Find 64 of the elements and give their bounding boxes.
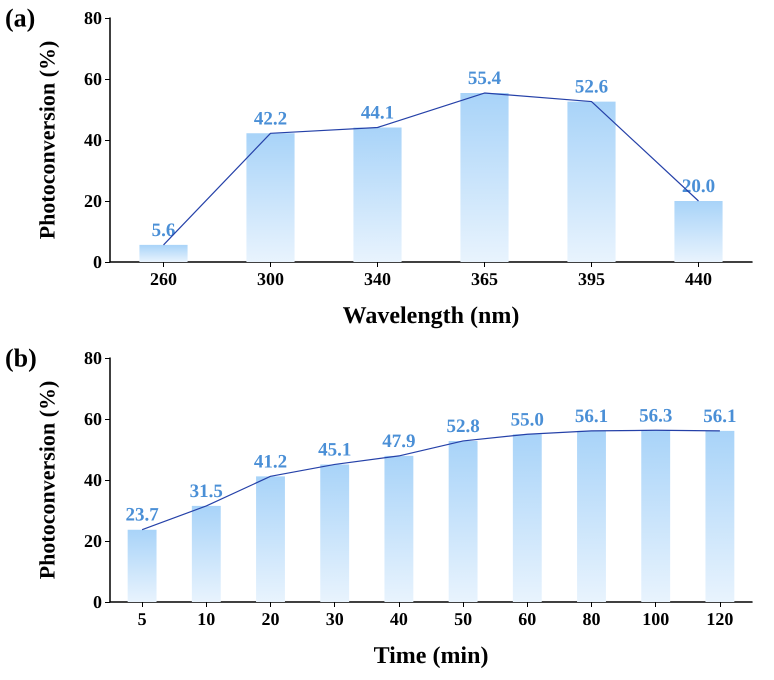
x-tick-label: 5 bbox=[138, 609, 147, 629]
bar bbox=[448, 440, 478, 602]
y-tick-label: 0 bbox=[93, 252, 102, 272]
x-tick-label: 365 bbox=[471, 269, 498, 289]
x-tick-label: 120 bbox=[706, 609, 734, 629]
data-label: 23.7 bbox=[125, 504, 160, 526]
x-tick-label: 395 bbox=[578, 269, 605, 289]
y-tick-label: 0 bbox=[93, 592, 102, 612]
data-label: 52.6 bbox=[574, 76, 608, 98]
y-tick-label: 20 bbox=[84, 531, 102, 551]
x-axis-title: Wavelength (nm) bbox=[342, 303, 520, 329]
data-label: 56.1 bbox=[574, 406, 608, 427]
bar bbox=[641, 430, 670, 602]
x-tick-label: 260 bbox=[150, 269, 177, 289]
x-tick-label: 30 bbox=[326, 609, 344, 629]
data-label: 20.0 bbox=[682, 176, 716, 197]
data-label: 56.3 bbox=[639, 405, 672, 426]
x-tick-label: 80 bbox=[582, 609, 600, 629]
data-label: 41.2 bbox=[254, 451, 288, 472]
data-label: 44.1 bbox=[360, 102, 394, 124]
data-label: 42.2 bbox=[254, 108, 288, 130]
data-label: 55.0 bbox=[510, 409, 544, 430]
x-tick-label: 100 bbox=[642, 609, 670, 629]
x-tick-label: 60 bbox=[518, 609, 536, 629]
bar bbox=[567, 102, 616, 262]
y-tick-label: 60 bbox=[84, 409, 102, 429]
bar bbox=[192, 506, 221, 602]
y-axis-title: Photoconversion (%) bbox=[34, 380, 60, 580]
bar bbox=[246, 133, 295, 262]
bar bbox=[460, 93, 509, 262]
y-tick-label: 40 bbox=[84, 130, 102, 150]
y-tick-label: 80 bbox=[84, 348, 102, 368]
data-label: 56.1 bbox=[703, 406, 737, 427]
bar bbox=[353, 127, 402, 262]
bar bbox=[674, 201, 723, 262]
bar bbox=[577, 430, 606, 602]
chart-title: (a) bbox=[5, 4, 36, 32]
bar bbox=[320, 464, 350, 602]
data-label: 52.8 bbox=[446, 416, 480, 437]
y-tick-label: 80 bbox=[84, 8, 102, 28]
data-label: 5.6 bbox=[152, 220, 176, 241]
y-tick-label: 40 bbox=[84, 470, 102, 490]
x-tick-label: 20 bbox=[262, 609, 280, 629]
x-tick-label: 440 bbox=[685, 269, 712, 289]
data-label: 45.1 bbox=[318, 439, 352, 460]
data-label: 31.5 bbox=[190, 480, 223, 502]
x-tick-label: 50 bbox=[454, 609, 472, 629]
bar bbox=[384, 456, 414, 602]
y-tick-label: 20 bbox=[84, 191, 102, 211]
y-axis-title: Photoconversion (%) bbox=[34, 40, 60, 240]
x-tick-label: 40 bbox=[390, 609, 408, 629]
y-tick-label: 60 bbox=[84, 69, 102, 89]
x-tick-label: 10 bbox=[197, 609, 216, 629]
x-tick-label: 300 bbox=[257, 269, 284, 289]
bar bbox=[256, 476, 285, 602]
chart-title: (b) bbox=[5, 344, 37, 372]
bar bbox=[139, 244, 188, 262]
bar bbox=[128, 530, 157, 602]
data-label: 55.4 bbox=[468, 68, 502, 90]
x-tick-label: 340 bbox=[364, 269, 391, 289]
data-label: 47.9 bbox=[382, 430, 416, 452]
bar bbox=[705, 430, 734, 602]
bar bbox=[512, 434, 542, 602]
x-axis-title: Time (min) bbox=[374, 643, 488, 669]
